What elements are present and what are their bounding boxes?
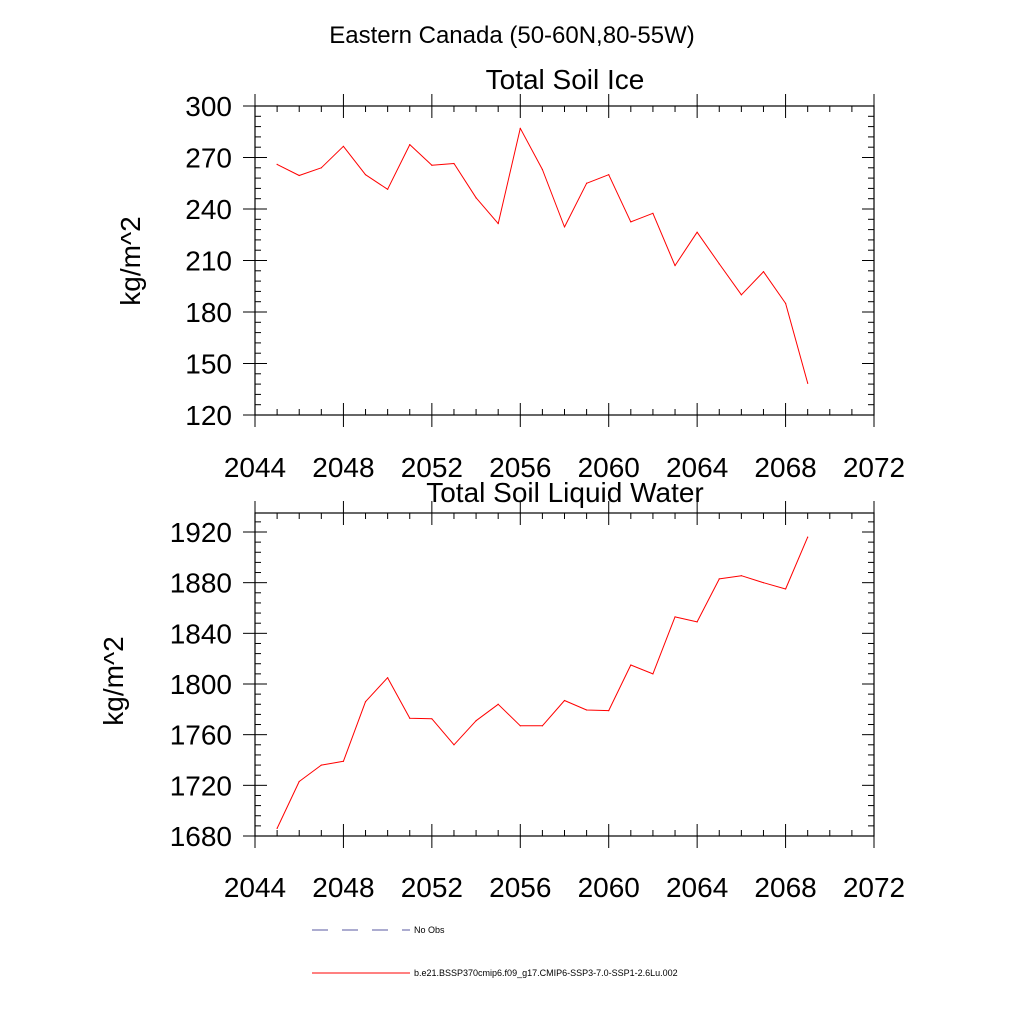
- data-point: [409, 144, 411, 146]
- data-point: [541, 168, 543, 171]
- data-point: [652, 673, 654, 675]
- data-point: [586, 182, 588, 184]
- data-point: [608, 710, 610, 712]
- data-point: [409, 717, 411, 719]
- data-point: [453, 162, 455, 165]
- y-tick-label: 1680: [170, 821, 232, 852]
- x-tick-label: 2044: [224, 452, 286, 483]
- data-point: [762, 271, 765, 273]
- data-point: [431, 718, 433, 720]
- data-point: [674, 616, 676, 618]
- y-tick-label: 150: [185, 349, 232, 380]
- x-tick-label: 2044: [224, 872, 286, 903]
- y-tick-label: 1720: [170, 770, 232, 801]
- data-point: [718, 263, 720, 265]
- y-tick-label: 210: [185, 246, 232, 277]
- x-tick-label: 2048: [312, 872, 374, 903]
- data-point: [563, 226, 566, 228]
- data-point: [364, 701, 367, 703]
- x-tick-label: 2056: [489, 872, 551, 903]
- data-point: [387, 677, 389, 679]
- y-tick-label: 240: [185, 194, 232, 225]
- legend-label-model: b.e21.BSSP370cmip6.f09_g17.CMIP6-SSP3-7.…: [414, 968, 678, 978]
- x-tick-label: 2072: [843, 872, 905, 903]
- y-tick-label: 120: [185, 400, 232, 431]
- data-point: [320, 167, 322, 169]
- x-tick-label: 2052: [401, 452, 463, 483]
- data-point: [652, 212, 654, 214]
- data-point: [298, 780, 300, 783]
- figure-title: Eastern Canada (50-60N,80-55W): [329, 22, 695, 49]
- data-point: [276, 827, 278, 830]
- data-point: [784, 588, 787, 590]
- data-point: [784, 302, 787, 305]
- data-point: [563, 699, 566, 702]
- data-point: [630, 664, 632, 666]
- y-tick-label: 1920: [170, 517, 232, 548]
- legend-label-no-obs: No Obs: [414, 925, 445, 935]
- chart-panel-total-soil-liquid-water: Total Soil Liquid Water kg/m^2 1680 1720 1…: [98, 477, 905, 903]
- data-point: [475, 720, 477, 722]
- data-point: [718, 578, 720, 580]
- x-tick-label: 2068: [754, 452, 816, 483]
- y-tick-label: 1840: [170, 618, 232, 649]
- series-line: [276, 536, 809, 829]
- y-tick-label: 270: [185, 143, 232, 174]
- x-tick-label: 2064: [666, 452, 728, 483]
- data-point: [497, 222, 499, 225]
- x-tick-label: 2060: [578, 452, 640, 483]
- chart-title: Total Soil Liquid Water: [426, 477, 704, 508]
- data-point: [342, 145, 345, 147]
- plot-frame: [254, 512, 875, 837]
- data-point: [740, 575, 742, 577]
- y-tick-label: 1760: [170, 720, 232, 751]
- data-point: [807, 536, 809, 538]
- y-tick-label: 180: [185, 297, 232, 328]
- data-point: [387, 188, 389, 190]
- chart-panel-total-soil-ice: Total Soil Ice kg/m^2 120 150 180 210 240 270…: [115, 64, 905, 483]
- data-point: [320, 764, 322, 766]
- data-point: [276, 163, 278, 165]
- data-point: [740, 294, 742, 296]
- data-point: [364, 174, 367, 176]
- data-point: [475, 197, 477, 199]
- data-point: [519, 127, 521, 129]
- data-point: [431, 164, 433, 166]
- data-point: [762, 582, 765, 584]
- chart-title: Total Soil Ice: [486, 64, 645, 95]
- y-axis-label: kg/m^2: [115, 216, 146, 305]
- data-point: [674, 265, 676, 267]
- x-tick-label: 2048: [312, 452, 374, 483]
- y-tick-label: 1800: [170, 669, 232, 700]
- legend: No Obs b.e21.BSSP370cmip6.f09_g17.CMIP6-…: [312, 925, 678, 978]
- data-point: [453, 744, 455, 746]
- series-line: [276, 127, 809, 384]
- data-point: [807, 382, 809, 384]
- data-point: [519, 725, 521, 727]
- x-tick-label: 2056: [489, 452, 551, 483]
- data-point: [696, 621, 698, 623]
- y-tick-label: 300: [185, 91, 232, 122]
- x-tick-label: 2064: [666, 872, 728, 903]
- y-axis-label: kg/m^2: [98, 636, 129, 725]
- x-tick-label: 2060: [578, 872, 640, 903]
- data-point: [541, 725, 543, 727]
- x-tick-label: 2068: [754, 872, 816, 903]
- x-tick-label: 2052: [401, 872, 463, 903]
- data-point: [586, 709, 588, 711]
- y-tick-label: 1880: [170, 568, 232, 599]
- data-point: [696, 231, 698, 233]
- data-point: [630, 221, 632, 223]
- data-point: [497, 703, 499, 705]
- x-tick-label: 2072: [843, 452, 905, 483]
- data-point: [298, 174, 300, 177]
- data-point: [608, 174, 610, 176]
- data-point: [342, 760, 345, 762]
